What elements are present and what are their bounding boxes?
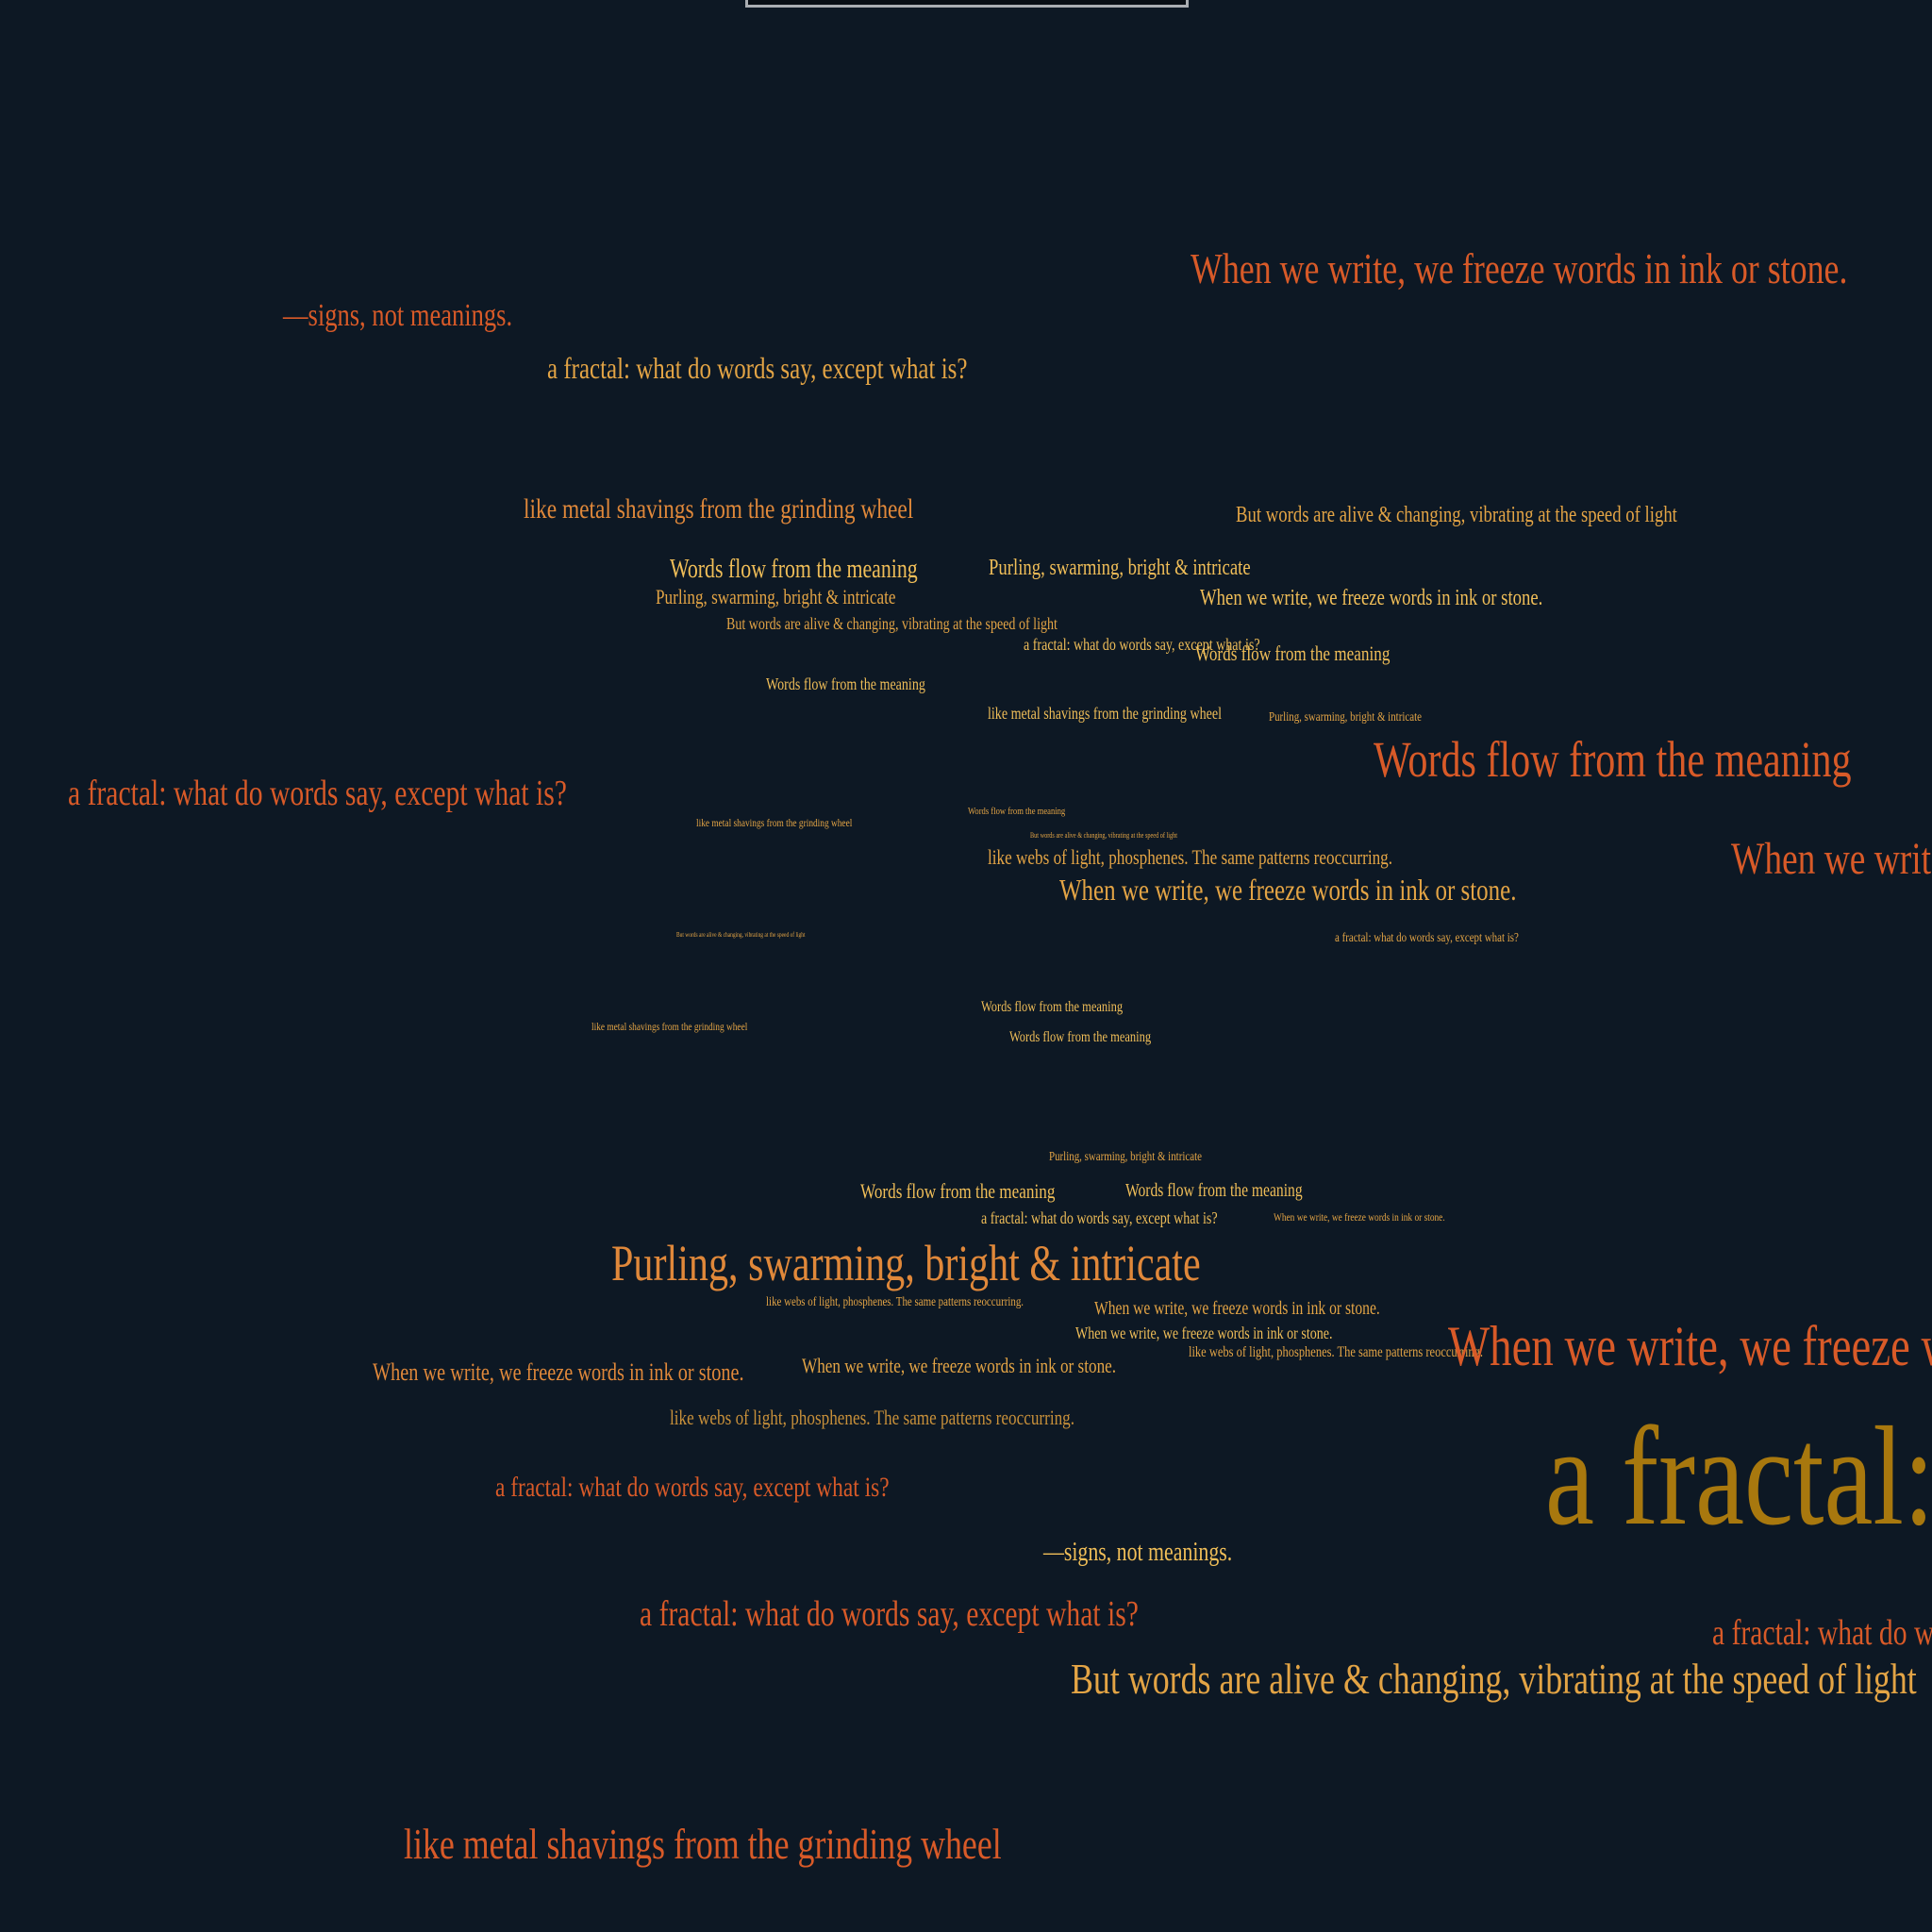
phrase-text: a fractal: what do words say, except wha… [1712,1613,1932,1653]
phrase-text: a fractal: what do words say, except wha… [68,774,567,813]
phrase-text: Words flow from the meaning [1009,1029,1152,1045]
phrase-text: Words flow from the meaning [1195,641,1391,665]
phrase-text: —signs, not meanings. [283,298,513,333]
phrase-text: Words flow from the meaning [968,806,1066,817]
phrase-text: like webs of light, phosphenes. The same… [988,845,1393,869]
phrase-text: When we write, we freeze words in ink or… [1448,1315,1932,1377]
phrase-text: But words are alive & changing, vibratin… [676,931,806,939]
phrase-text: Words flow from the meaning [766,675,925,693]
phrase-text: Words flow from the meaning [981,999,1124,1015]
phrase-text: like metal shavings from the grinding wh… [524,493,914,525]
phrase-text: When we write, we freeze words in ink or… [1059,873,1517,907]
phrase-text: But words are alive & changing, vibratin… [1030,831,1177,840]
phrase-text: a fractal: what do words say, except wha… [547,351,968,385]
phrase-text: a fractal: what do words say, except wha… [495,1472,890,1503]
phrase-text: When we write, we freeze words in ink or… [1200,586,1543,610]
top-frame [745,0,1189,8]
phrase-text: a fractal: what do words say, except wha… [1024,635,1260,654]
phrase-text: like webs of light, phosphenes. The same… [670,1406,1075,1429]
phrase-text: When we write, we freeze words in ink or… [802,1354,1117,1377]
phrase-text: Purling, swarming, bright & intricate [1049,1150,1202,1164]
phrase-text: When we write, we freeze words in ink or… [1274,1210,1445,1224]
phrase-text: Words flow from the meaning [670,555,918,584]
phrase-text: a fractal: what do words say, except wha… [1335,931,1519,945]
phrase-text: Purling, swarming, bright & intricate [656,585,896,608]
phrase-text: When we write, we freeze words in ink or… [1075,1324,1333,1342]
phrase-text: like webs of light, phosphenes. The same… [766,1295,1024,1309]
phrase-text: Words flow from the meaning [1125,1180,1303,1201]
phrase-text: like metal shavings from the grinding wh… [696,816,853,829]
phrase-text: like metal shavings from the grinding wh… [591,1020,748,1033]
phrase-text: But words are alive & changing, vibratin… [1236,503,1677,527]
phrase-text: Words flow from the meaning [860,1179,1056,1203]
phrase-text: When we write, we freeze words in ink or… [1731,834,1932,884]
phrase-text: Purling, swarming, bright & intricate [989,556,1251,580]
phrase-text: a fractal: what do words say, except wha… [640,1594,1139,1634]
phrase-text: When we write, we freeze words in ink or… [1191,244,1848,292]
phrase-text: like metal shavings from the grinding wh… [988,704,1222,723]
phrase-text: When we write, we freeze words in ink or… [373,1358,744,1386]
phrase-text: But words are alive & changing, vibratin… [1071,1655,1917,1703]
phrase-text: like webs of light, phosphenes. The same… [1189,1344,1484,1360]
phrase-text: Purling, swarming, bright & intricate [611,1235,1201,1291]
phrase-text: When we write, we freeze words in ink or… [1094,1298,1380,1319]
phrase-text: a fractal: what do words say, except wha… [981,1208,1218,1227]
phrase-text: a fractal: what do words say, except wha… [1545,1398,1932,1555]
phrase-text: —signs, not meanings. [1043,1538,1233,1567]
phrase-text: like metal shavings from the grinding wh… [404,1820,1002,1868]
phrase-text: Purling, swarming, bright & intricate [1269,710,1422,724]
phrase-text: But words are alive & changing, vibratin… [726,614,1058,633]
phrase-text: Words flow from the meaning [1374,731,1852,788]
